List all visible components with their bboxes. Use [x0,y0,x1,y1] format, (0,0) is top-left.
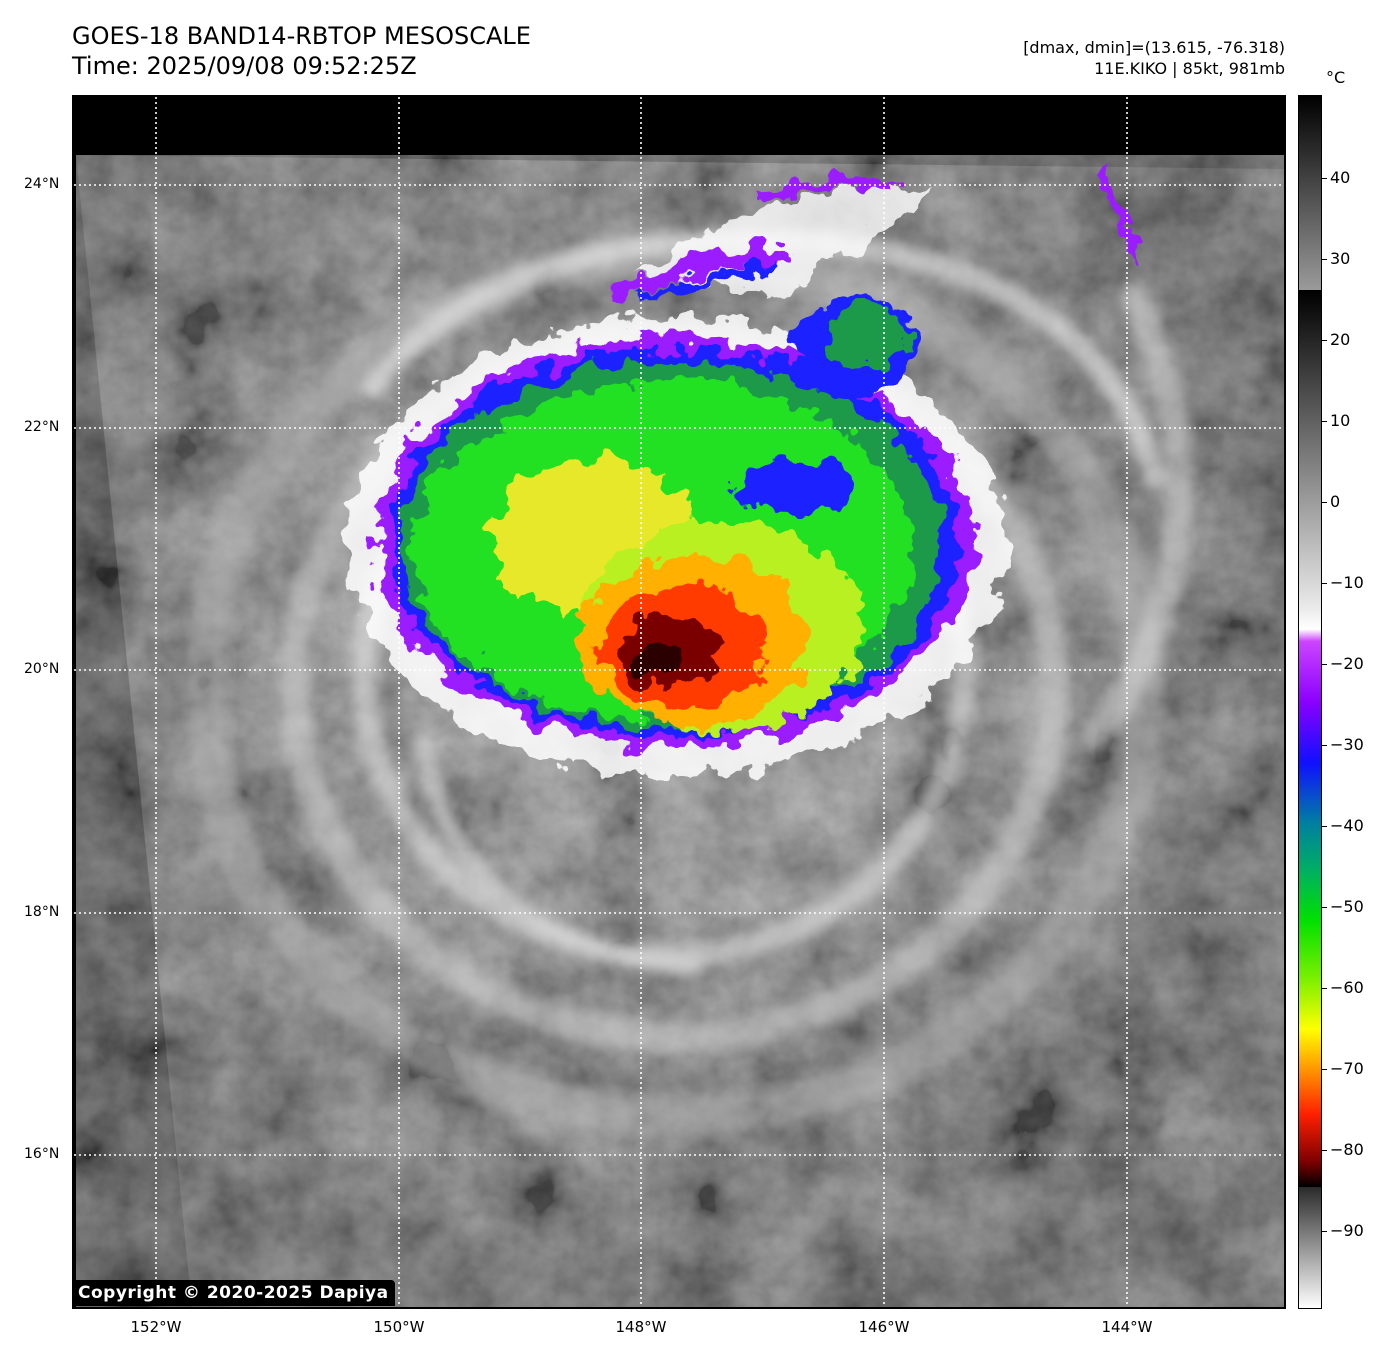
lon-label-146w: 146°W [858,1318,910,1336]
colorbar-tick-mark [1322,178,1327,179]
colorbar-tick-label: −50 [1330,897,1364,916]
lon-label-148w: 148°W [615,1318,667,1336]
colorbar-tick-mark [1322,340,1327,341]
colorbar-tick-mark [1322,1150,1327,1151]
colorbar-tick-mark [1322,421,1327,422]
colorbar-tick-label: −60 [1330,978,1364,997]
colorbar-tick-mark [1322,502,1327,503]
colorbar-tick-label: 10 [1330,411,1351,430]
colorbar-tick-label: 0 [1330,492,1341,511]
colorbar-tick-label: −40 [1330,816,1364,835]
timestamp: Time: 2025/09/08 09:52:25Z [72,52,417,80]
lat-label-20n: 20°N [24,661,60,677]
colorbar-tick-label: 40 [1330,168,1351,187]
colorbar-tick-label: −80 [1330,1140,1364,1159]
colorbar-tick-mark [1322,583,1327,584]
chart-title: GOES-18 BAND14-RBTOP MESOSCALE [72,22,531,50]
colorbar-tick-mark [1322,907,1327,908]
colorbar-tick-mark [1322,259,1327,260]
colorbar-tick-label: 20 [1330,330,1351,349]
storm-convection [346,170,1139,777]
colorbar-tick-mark [1322,664,1327,665]
colorbar-tick-label: −70 [1330,1059,1364,1078]
copyright-label: Copyright © 2020-2025 Dapiya [72,1280,395,1306]
gridlines [74,97,1284,1307]
colorbar-tick-mark [1322,1231,1327,1232]
colorbar-unit: °C [1326,68,1346,87]
colorbar-tick-label: −20 [1330,654,1364,673]
satellite-image [72,95,1286,1309]
colorbar-tick-label: −30 [1330,735,1364,754]
colorbar-tick-mark [1322,1069,1327,1070]
colorbar-tick-label: 30 [1330,249,1351,268]
lat-label-24n: 24°N [24,176,60,192]
lat-label-18n: 18°N [24,904,60,920]
storm-info: 11E.KIKO | 85kt, 981mb [1094,59,1285,78]
lon-label-144w: 144°W [1101,1318,1153,1336]
data-range: [dmax, dmin]=(13.615, -76.318) [1023,38,1285,57]
lon-label-152w: 152°W [130,1318,182,1336]
colorbar-tick-mark [1322,745,1327,746]
lon-label-150w: 150°W [373,1318,425,1336]
lat-label-22n: 22°N [24,419,60,435]
colorbar [1298,95,1322,1309]
colorbar-tick-mark [1322,826,1327,827]
colorbar-tick-mark [1322,988,1327,989]
colorbar-tick-label: −10 [1330,573,1364,592]
lat-label-16n: 16°N [24,1146,60,1162]
satellite-map-svg [74,97,1284,1307]
colorbar-tick-label: −90 [1330,1221,1364,1240]
